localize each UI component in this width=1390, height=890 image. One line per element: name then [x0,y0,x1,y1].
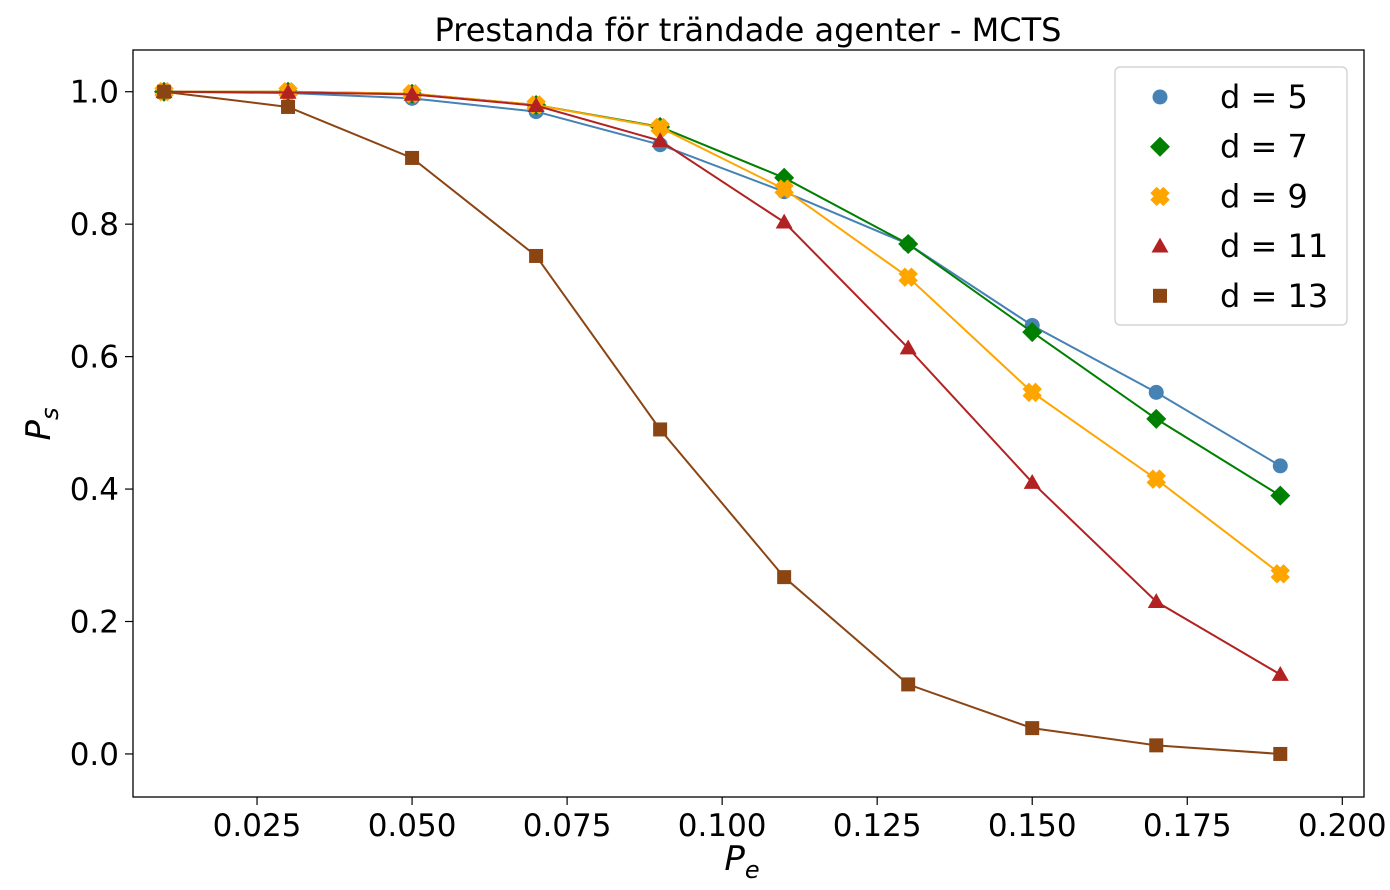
data-point [1148,384,1164,400]
data-point [1272,458,1288,474]
y-tick-label: 1.0 [70,75,119,111]
x-axis: 0.025 0.050 0.075 0.100 0.125 0.150 0.175 0.200 [213,797,1387,844]
legend-marker [1151,237,1169,253]
legend-marker [1150,136,1170,157]
data-point [650,117,670,138]
data-point [1146,469,1166,489]
plot-frame [132,49,1365,798]
data-point [1273,746,1288,761]
data-point [777,570,792,585]
y-axis: 0.0 0.2 0.4 0.6 0.8 1.0 [70,75,133,773]
x-tick-label: 0.025 [213,808,302,844]
data-point [1025,721,1040,736]
series-4 [155,83,1289,681]
legend-item: d = 11 [1151,227,1328,265]
data-point [529,248,544,263]
data-point [1270,564,1290,584]
y-tick-label: 0.4 [70,472,119,508]
legend-item: d = 5 [1152,78,1308,116]
x-tick-label: 0.075 [523,808,612,844]
legend-marker [1150,186,1170,207]
y-tick-label: 0.8 [70,207,119,243]
data-point [899,339,917,355]
legend-frame [1114,66,1348,326]
data-point [157,84,172,99]
legend-label: d = 7 [1220,128,1308,166]
legend-label: d = 13 [1220,277,1328,315]
data-point [898,267,918,287]
legend-item: d = 9 [1150,177,1308,215]
x-tick-label: 0.050 [368,808,457,844]
legend: d = 5 d = 7 d = 9 d = 11 d = 13 [1114,66,1348,326]
x-tick-label: 0.150 [988,808,1077,844]
data-point [1270,485,1291,506]
data-point [1023,473,1041,489]
series-line [164,90,1281,497]
x-tick-label: 0.125 [833,808,922,844]
series-line [163,90,1281,755]
data-point [1147,593,1165,609]
series-line [163,90,1281,467]
data-point [279,83,297,99]
data-point [774,179,794,199]
data-point [775,213,793,229]
legend-label: d = 9 [1220,177,1308,215]
legend-item: d = 13 [1153,277,1328,315]
data-point [653,422,668,437]
legend-label: d = 11 [1220,227,1328,265]
data-point [1022,382,1042,403]
legend-item: d = 7 [1150,128,1308,166]
legend-marker [1153,288,1167,303]
y-tick-label: 0.0 [70,737,119,773]
series-5 [157,84,1288,761]
data-point [403,85,421,101]
x-tick-label: 0.175 [1143,808,1232,844]
y-axis-label: Ps [19,407,64,440]
x-tick-label: 0.200 [1298,808,1387,844]
plot-area [132,49,1365,798]
data-point [898,234,919,255]
data-point [1271,665,1289,681]
x-tick-label: 0.100 [678,808,767,844]
y-tick-label: 0.6 [70,340,119,376]
data-point [527,97,545,113]
legend-marker [1152,89,1168,105]
data-point [281,99,296,114]
data-point [1022,322,1043,343]
series-line [164,90,1281,575]
data-point [1146,408,1167,429]
legend-label: d = 5 [1220,78,1308,116]
data-point [1149,738,1164,753]
data-point [901,677,916,692]
series-line [164,90,1281,676]
data-point [405,150,420,165]
chart-title: Prestanda för trändade agenter - MCTS [435,11,1062,49]
y-tick-label: 0.2 [70,605,119,641]
series-group [154,81,1291,761]
x-axis-label: Pe [724,839,759,884]
data-point [651,132,669,148]
